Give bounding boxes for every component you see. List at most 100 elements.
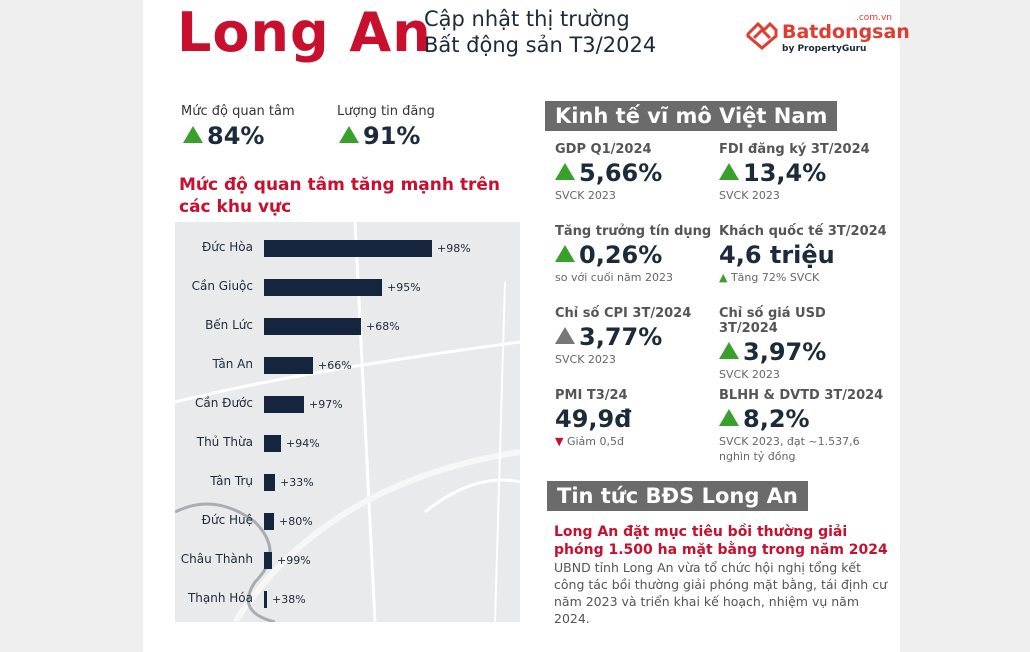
macro-stat: Khách quốc tế 3T/2024 4,6 triệu ▲ Tăng 7… (719, 224, 889, 285)
bar-category-label: Thạnh Hóa (187, 591, 253, 605)
up-arrow-icon (555, 327, 575, 344)
macro-stat-note: ▼ Giảm 0,5đ (555, 435, 624, 448)
up-arrow-icon (183, 126, 203, 143)
bar (264, 435, 281, 452)
bar-data-label: +80% (279, 515, 313, 528)
subtitle-line2: Bất động sản T3/2024 (424, 33, 657, 57)
subtitle-line1: Cập nhật thị trường (424, 7, 630, 31)
macro-stat: FDI đăng ký 3T/2024 13,4% SVCK 2023 (719, 142, 889, 203)
bar-category-label: Tân An (212, 357, 253, 371)
logo-domain: .com.vn (856, 13, 892, 23)
bar-row: Bến Lức +68% (175, 317, 520, 337)
bar-row: Thủ Thừa +94% (175, 434, 520, 454)
bar-category-label: Bến Lức (205, 318, 253, 332)
interest-value: 84% (183, 122, 264, 150)
macro-stat-label: FDI đăng ký 3T/2024 (719, 142, 870, 157)
macro-stat-label: PMI T3/24 (555, 388, 628, 403)
bar-data-label: +33% (280, 476, 314, 489)
macro-stat-value: 13,4% (719, 159, 889, 187)
bar-row: Châu Thành +99% (175, 551, 520, 571)
macro-stat-note: SVCK 2023 (555, 353, 616, 366)
listings-value: 91% (339, 122, 420, 150)
up-arrow-icon (339, 126, 359, 143)
bar-category-label: Cần Giuộc (191, 279, 253, 293)
chart-title-line1: Mức độ quan tâm tăng mạnh trên (179, 175, 501, 195)
bar-data-label: +95% (387, 281, 421, 294)
house-logo-icon (746, 21, 778, 50)
bar-category-label: Đức Huệ (201, 513, 253, 527)
news-title[interactable]: Long An đặt mục tiêu bồi thường giải phó… (554, 524, 888, 558)
bar-row: Tân Trụ +33% (175, 473, 520, 493)
interest-label: Mức độ quan tâm (181, 104, 295, 119)
bar-category-label: Tân Trụ (210, 474, 253, 488)
bar (264, 474, 275, 491)
macro-stat-value: 8,2% (719, 405, 889, 433)
bar (264, 396, 304, 413)
bar (264, 552, 272, 569)
macro-stat-label: BLHH & DVTD 3T/2024 (719, 388, 884, 403)
macro-stat-value: 3,97% (719, 338, 889, 366)
bar-data-label: +94% (286, 437, 320, 450)
macro-stat-value: 5,66% (555, 159, 725, 187)
macro-stat-label: Khách quốc tế 3T/2024 (719, 224, 887, 239)
logo-by: by PropertyGuru (782, 44, 867, 54)
bar-data-label: +98% (437, 242, 471, 255)
bar-data-label: +38% (272, 593, 306, 606)
bar-row: Cần Giuộc +95% (175, 278, 520, 298)
trend-marker-icon: ▼ (555, 435, 564, 448)
bar-row: Đức Hòa +98% (175, 239, 520, 259)
bar-chart-map: Đức Hòa +98% Cần Giuộc +95% Bến Lức +68% Tâ… (175, 222, 520, 622)
logo-brand: Batdongsan (782, 21, 910, 43)
macro-stat: BLHH & DVTD 3T/2024 8,2% SVCK 2023, đạt … (719, 388, 889, 464)
bar-category-label: Đức Hòa (201, 240, 253, 254)
bar-category-label: Châu Thành (180, 552, 253, 566)
listings-label: Lượng tin đăng (337, 104, 435, 119)
macro-stat: PMI T3/24 49,9đ ▼ Giảm 0,5đ (555, 388, 725, 449)
news-body: UBND tỉnh Long An vừa tổ chức hội nghị t… (554, 560, 887, 626)
macro-stat-value: 3,77% (555, 323, 725, 351)
macro-stat-value: 49,9đ (555, 405, 632, 433)
bar (264, 591, 267, 608)
page-title: Long An (177, 1, 432, 64)
bar-row: Tân An +66% (175, 356, 520, 376)
chart-title-line2: các khu vực (179, 197, 292, 217)
up-arrow-icon (555, 245, 575, 262)
macro-stat: GDP Q1/2024 5,66% SVCK 2023 (555, 142, 725, 203)
bar-row: Thạnh Hóa +38% (175, 590, 520, 610)
bar-row: Đức Huệ +80% (175, 512, 520, 532)
bar-data-label: +68% (366, 320, 400, 333)
bar-data-label: +97% (309, 398, 343, 411)
macro-stat-note: SVCK 2023 (555, 189, 616, 202)
macro-stat-value: 4,6 triệu (719, 241, 835, 269)
news-heading: Tin tức BĐS Long An (547, 481, 808, 511)
macro-stat-note: ▲ Tăng 72% SVCK (719, 271, 820, 284)
bar (264, 279, 382, 296)
macro-stat-label: GDP Q1/2024 (555, 142, 652, 157)
bar (264, 240, 432, 257)
bar (264, 357, 313, 374)
macro-stat-value: 0,26% (555, 241, 725, 269)
macro-heading: Kinh tế vĩ mô Việt Nam (545, 101, 838, 131)
bar-category-label: Thủ Thừa (196, 435, 253, 449)
macro-stat: Chỉ số CPI 3T/2024 3,77% SVCK 2023 (555, 306, 725, 367)
up-arrow-icon (719, 163, 739, 180)
up-arrow-icon (719, 342, 739, 359)
macro-stat-note: SVCK 2023 (719, 189, 780, 202)
macro-stat-label: Tăng trưởng tín dụng (555, 224, 712, 239)
bar (264, 318, 361, 335)
macro-stat-note: SVCK 2023 (719, 368, 780, 381)
bar-category-label: Cần Đước (195, 396, 253, 410)
trend-marker-icon: ▲ (719, 271, 728, 284)
macro-stat-note: so với cuối năm 2023 (555, 271, 673, 284)
bar-data-label: +66% (318, 359, 352, 372)
up-arrow-icon (555, 163, 575, 180)
macro-stat-note: SVCK 2023, đạt ~1.537,6 nghìn tỷ đồng (719, 435, 860, 463)
bar (264, 513, 274, 530)
macro-stat-label: Chỉ số giá USD 3T/2024 (719, 306, 826, 336)
macro-stat: Tăng trưởng tín dụng 0,26% so với cuối n… (555, 224, 725, 285)
up-arrow-icon (719, 409, 739, 426)
bar-data-label: +99% (277, 554, 311, 567)
macro-stat: Chỉ số giá USD 3T/2024 3,97% SVCK 2023 (719, 306, 889, 382)
macro-stat-label: Chỉ số CPI 3T/2024 (555, 306, 692, 321)
bar-row: Cần Đước +97% (175, 395, 520, 415)
